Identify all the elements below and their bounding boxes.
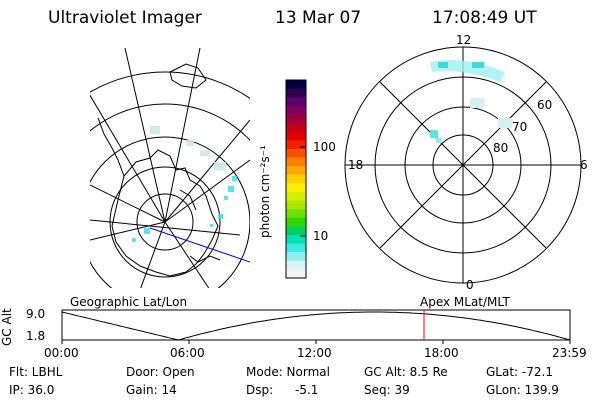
colorbar-segment: [286, 105, 306, 115]
geo-panel-label: Geographic Lat/Lon: [70, 295, 188, 309]
orbit-xtick-3: 18:00: [424, 346, 459, 360]
colorbar-segment: [286, 269, 306, 279]
mag-panel-label: Apex MLat/MLT: [420, 295, 510, 309]
colorbar-segment: [286, 97, 306, 107]
colorbar-segment: [286, 209, 306, 219]
colorbar-segment: [286, 131, 306, 141]
filter-field: Flt: LBHL: [9, 365, 63, 379]
colorbar-segment: [286, 243, 306, 253]
orbit-xtick-0: 00:00: [44, 346, 79, 360]
orbit-ytick-bottom: 1.8: [26, 329, 46, 343]
mode-field: Mode: Normal: [246, 365, 330, 379]
colorbar-segment: [286, 148, 306, 158]
colorbar-tick-100: 100: [313, 140, 336, 154]
orbit-xtick-2: 12:00: [297, 346, 332, 360]
mlt-0-label: 0: [466, 278, 474, 292]
header-date: 13 Mar 07: [275, 8, 362, 28]
colorbar-segment: [286, 226, 306, 236]
gain-field: Gain: 14: [126, 383, 177, 397]
colorbar-tick-10: 10: [313, 229, 329, 243]
colorbar-segment: [286, 166, 306, 176]
colorbar-segment: [286, 123, 306, 133]
colorbar-segment: [286, 234, 306, 245]
mag-aurora: [430, 59, 512, 143]
colorbar-segment: [286, 191, 306, 202]
colorbar-segment: [286, 183, 306, 193]
colorbar-segment: [286, 217, 306, 227]
color-scale-bar: [286, 80, 306, 279]
colorbar-segment: [286, 157, 306, 167]
colorbar-segment: [286, 174, 306, 184]
mlat-80-label: 80: [493, 141, 509, 155]
mlat-60-label: 60: [537, 98, 553, 112]
app-title: Ultraviolet Imager: [48, 8, 202, 28]
dsp-field: Dsp:: [246, 383, 274, 397]
orbit-altitude-line: [61, 311, 571, 341]
dsp-value: -5.1: [295, 383, 319, 397]
seq-field: Seq: 39: [364, 383, 410, 397]
orbit-xtick-1: 06:00: [170, 346, 205, 360]
colorbar-segment: [286, 252, 306, 262]
orbit-plot: [61, 309, 571, 344]
mlt-18-label: 18: [348, 158, 364, 172]
orbit-xtick-4: 23:59: [552, 346, 587, 360]
orbit-ytick-top: 9.0: [26, 307, 46, 321]
glat-field: GLat: -72.1: [486, 365, 553, 379]
gc-alt-field: GC Alt: 8.5 Re: [364, 365, 448, 379]
mlt-6-label: 6: [580, 158, 588, 172]
colorbar-segment: [286, 114, 306, 124]
colorbar-unit-label: photon cm⁻²s⁻¹: [258, 145, 272, 238]
door-field: Door: Open: [126, 365, 195, 379]
colorbar-segment: [286, 140, 306, 150]
magnetic-polar-plot: [344, 46, 582, 284]
glon-field: GLon: 139.9: [486, 383, 559, 397]
colorbar-segment: [286, 80, 306, 90]
ip-field: IP: 36.0: [9, 383, 55, 397]
orbit-ylabel: GC Alt: [0, 308, 14, 346]
colorbar-segment: [286, 200, 306, 210]
mlat-70-label: 70: [512, 120, 528, 134]
header-time: 17:08:49 UT: [432, 8, 537, 28]
colorbar-segment: [286, 88, 306, 98]
colorbar-segment: [286, 260, 306, 270]
mlt-12-label: 12: [456, 33, 472, 47]
geographic-map: [90, 48, 250, 288]
